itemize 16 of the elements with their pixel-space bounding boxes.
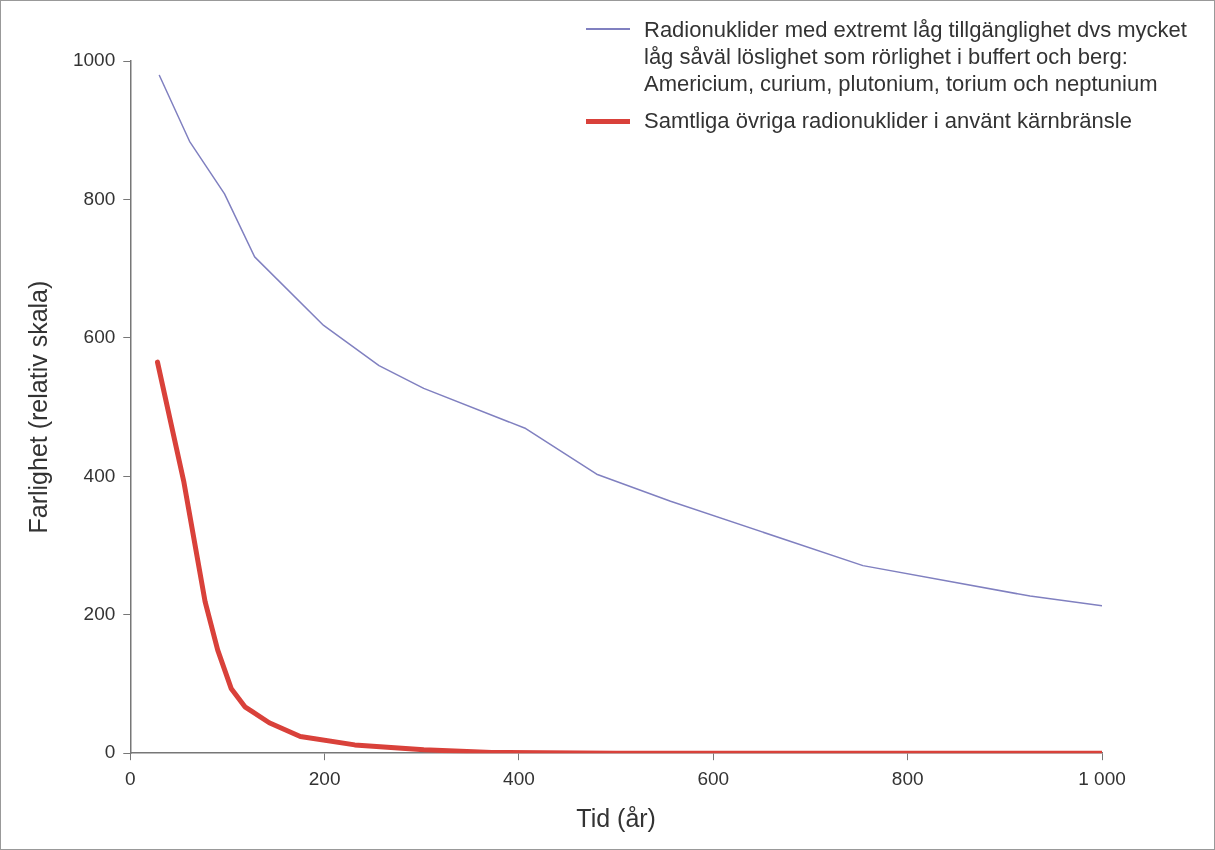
x-tick-label: 600 <box>697 767 730 789</box>
y-tick-label: 800 <box>83 187 116 209</box>
x-axis-title: Tid (år) <box>576 803 656 832</box>
y-tick-label: 200 <box>83 602 116 624</box>
x-tick-label: 200 <box>308 767 341 789</box>
x-tick-label: 400 <box>503 767 535 789</box>
y-tick-label: 1000 <box>72 49 116 71</box>
legend-label: Radionuklider med extremt låg tillgänglighet dvs mycket låg såväl löslighet som rörlighet i buffert och berg: Americium, curium, plutonium, torium och neptunium <box>644 16 1188 97</box>
y-tick-label: 600 <box>83 326 116 348</box>
x-tick-label: 1 000 <box>1078 767 1126 789</box>
y-axis-title: Farlighet (relativ skala) <box>23 280 52 534</box>
x-tick-label: 0 <box>124 767 136 789</box>
legend-label: Samtliga övriga radionuklider i använt kärnbränsle <box>644 107 1132 134</box>
x-tick-label: 800 <box>891 767 924 789</box>
y-tick-label: 400 <box>83 464 116 486</box>
y-tick-label: 0 <box>104 741 116 763</box>
